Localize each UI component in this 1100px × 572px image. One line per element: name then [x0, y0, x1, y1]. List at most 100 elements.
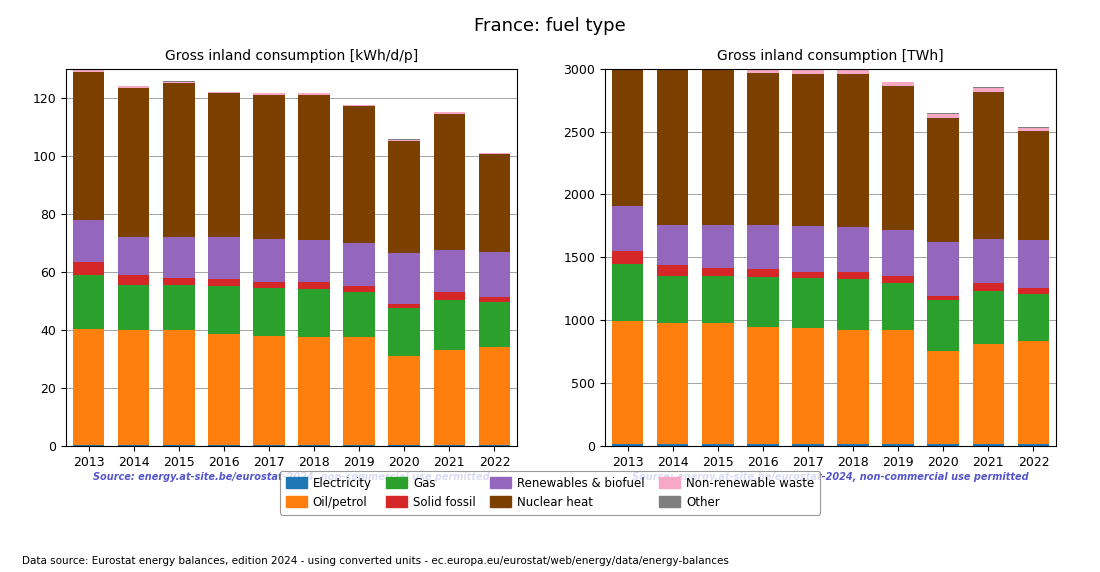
- Bar: [163, 330, 195, 444]
- Bar: [118, 275, 150, 285]
- Bar: [208, 335, 240, 444]
- Bar: [882, 82, 914, 86]
- Bar: [433, 292, 465, 300]
- Bar: [927, 242, 959, 296]
- Bar: [253, 336, 285, 444]
- Bar: [433, 444, 465, 446]
- Bar: [792, 328, 824, 444]
- Bar: [388, 253, 420, 304]
- Bar: [73, 275, 104, 328]
- Bar: [747, 327, 779, 444]
- Bar: [478, 154, 510, 252]
- Bar: [927, 296, 959, 300]
- Bar: [163, 83, 195, 237]
- Bar: [388, 304, 420, 308]
- Bar: [253, 95, 285, 239]
- Bar: [1018, 127, 1049, 128]
- Bar: [163, 444, 195, 446]
- Bar: [118, 237, 150, 275]
- Bar: [747, 277, 779, 327]
- Bar: [1018, 444, 1049, 446]
- Bar: [792, 226, 824, 272]
- Legend: Electricity, Oil/petrol, Gas, Solid fossil, Renewables & biofuel, Nuclear heat, : Electricity, Oil/petrol, Gas, Solid foss…: [279, 471, 821, 515]
- Bar: [298, 337, 330, 444]
- Bar: [927, 351, 959, 444]
- Bar: [747, 225, 779, 269]
- Bar: [163, 278, 195, 285]
- Bar: [298, 93, 330, 95]
- Bar: [927, 444, 959, 446]
- Bar: [882, 283, 914, 329]
- Bar: [612, 444, 643, 446]
- Bar: [882, 86, 914, 231]
- Bar: [837, 227, 869, 272]
- Bar: [298, 95, 330, 240]
- Bar: [837, 329, 869, 444]
- Bar: [972, 444, 1004, 446]
- Bar: [747, 73, 779, 225]
- Bar: [657, 276, 689, 323]
- Bar: [972, 283, 1004, 291]
- Bar: [792, 69, 824, 70]
- Bar: [1018, 132, 1049, 240]
- Bar: [972, 88, 1004, 92]
- Bar: [208, 444, 240, 446]
- Bar: [792, 444, 824, 446]
- Bar: [657, 64, 689, 65]
- Bar: [612, 321, 643, 444]
- Bar: [388, 444, 420, 446]
- Bar: [702, 323, 734, 444]
- Bar: [1018, 240, 1049, 288]
- Bar: [747, 444, 779, 446]
- Bar: [343, 292, 375, 337]
- Bar: [612, 264, 643, 321]
- Bar: [73, 220, 104, 262]
- Bar: [882, 231, 914, 276]
- Bar: [433, 112, 465, 114]
- Bar: [118, 88, 150, 237]
- Bar: [118, 285, 150, 330]
- Bar: [792, 272, 824, 278]
- Bar: [702, 444, 734, 446]
- Bar: [208, 92, 240, 93]
- Bar: [702, 225, 734, 268]
- Bar: [657, 69, 689, 225]
- Bar: [837, 70, 869, 74]
- Bar: [747, 269, 779, 277]
- Text: Source: energy.at-site.be/eurostat-2024, non-commercial use permitted: Source: energy.at-site.be/eurostat-2024,…: [632, 472, 1028, 482]
- Bar: [478, 153, 510, 154]
- Bar: [73, 262, 104, 275]
- Bar: [702, 62, 734, 225]
- Bar: [298, 240, 330, 282]
- Bar: [433, 350, 465, 444]
- Bar: [163, 82, 195, 83]
- Bar: [1018, 128, 1049, 132]
- Bar: [298, 289, 330, 337]
- Bar: [927, 114, 959, 118]
- Bar: [208, 287, 240, 335]
- Bar: [298, 444, 330, 446]
- Bar: [1018, 294, 1049, 341]
- Bar: [927, 113, 959, 114]
- Bar: [478, 303, 510, 347]
- Bar: [792, 70, 824, 74]
- Bar: [478, 297, 510, 303]
- Bar: [118, 444, 150, 446]
- Bar: [837, 272, 869, 280]
- Bar: [612, 46, 643, 50]
- Bar: [792, 278, 824, 328]
- Text: Source: energy.at-site.be/eurostat-2024, non-commercial use permitted: Source: energy.at-site.be/eurostat-2024,…: [94, 472, 490, 482]
- Bar: [478, 444, 510, 446]
- Bar: [478, 252, 510, 297]
- Bar: [972, 239, 1004, 283]
- Bar: [612, 251, 643, 264]
- Bar: [163, 237, 195, 278]
- Bar: [433, 300, 465, 350]
- Bar: [657, 444, 689, 446]
- Bar: [702, 276, 734, 323]
- Bar: [837, 74, 869, 227]
- Bar: [73, 444, 104, 446]
- Bar: [343, 337, 375, 444]
- Bar: [388, 141, 420, 253]
- Bar: [657, 323, 689, 444]
